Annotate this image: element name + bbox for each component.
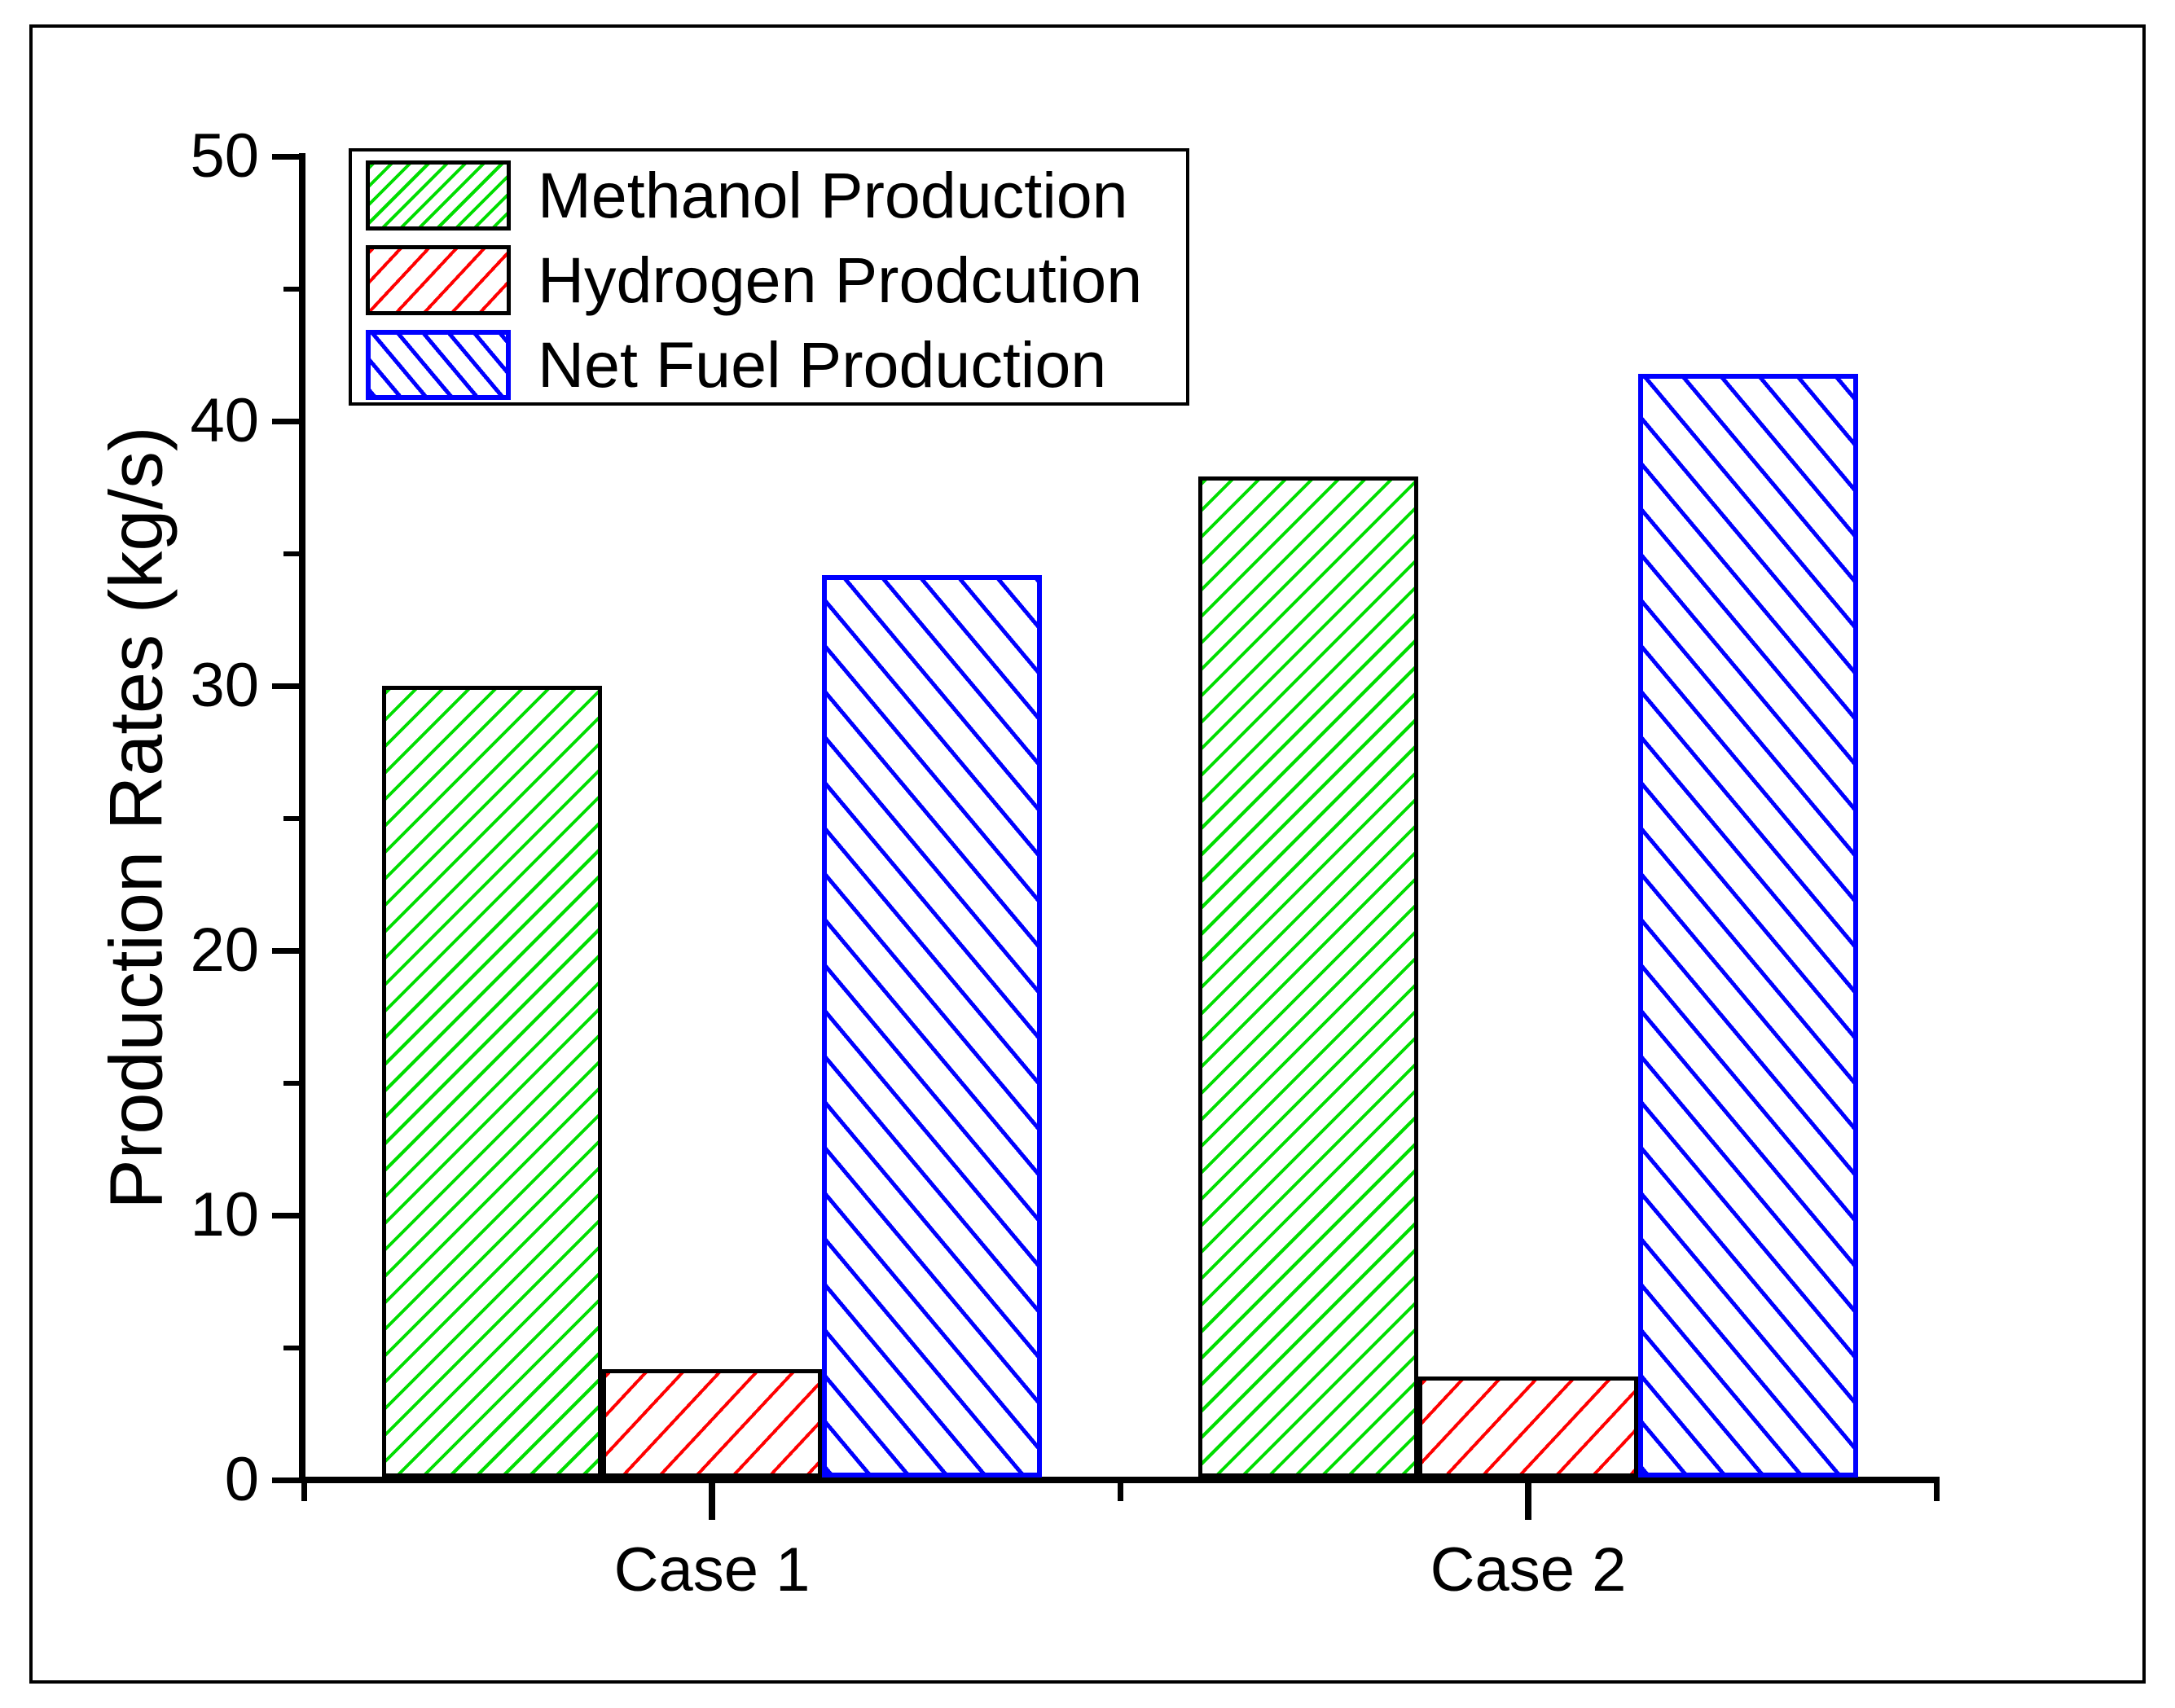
y-minor-tick [283,286,303,292]
bar-case-2-series-0 [1198,476,1418,1477]
bar-case-2-series-1 [1418,1376,1638,1477]
legend-row: Methanol Production [352,153,1186,238]
y-minor-tick [283,1345,303,1350]
legend-label: Net Fuel Production [538,328,1107,401]
bar-case-1-series-2 [822,574,1042,1477]
y-tick-label: 40 [190,386,259,455]
y-major-tick [272,418,303,424]
bar-case-1-series-0 [382,686,602,1477]
y-major-tick [272,153,303,160]
y-tick-label: 50 [190,121,259,191]
x-category-label: Case 1 [613,1535,811,1605]
x-axis-line [299,1477,1940,1483]
x-boundary-tick [1117,1483,1123,1501]
x-category-tick [709,1483,715,1520]
bar-case-2-series-2 [1638,373,1858,1477]
legend-label: Methanol Production [538,159,1128,231]
y-tick-label: 30 [190,651,259,720]
y-major-tick [272,947,303,954]
y-minor-tick [283,1080,303,1086]
legend-swatch-icon [366,245,511,315]
y-minor-tick [283,551,303,556]
y-tick-label: 0 [224,1445,259,1514]
legend-swatch-icon [366,160,511,231]
legend-swatch-icon [366,330,511,400]
y-major-tick [272,1477,303,1483]
x-boundary-tick [301,1483,307,1501]
y-major-tick [272,683,303,689]
x-boundary-tick [1933,1483,1940,1501]
x-category-tick [1525,1483,1531,1520]
legend-row: Net Fuel Production [352,323,1186,407]
legend-box: Methanol Production Hydrogen Prodcution Ne… [349,148,1189,406]
y-minor-tick [283,815,303,821]
y-tick-label: 10 [190,1180,259,1249]
y-tick-label: 20 [190,915,259,985]
y-axis-title: Production Rates (kg/s) [94,426,178,1210]
legend-row: Hydrogen Prodcution [352,238,1186,323]
bar-case-1-series-1 [602,1368,822,1477]
x-category-label: Case 2 [1430,1535,1627,1605]
y-major-tick [272,1212,303,1218]
legend-label: Hydrogen Prodcution [538,244,1143,316]
